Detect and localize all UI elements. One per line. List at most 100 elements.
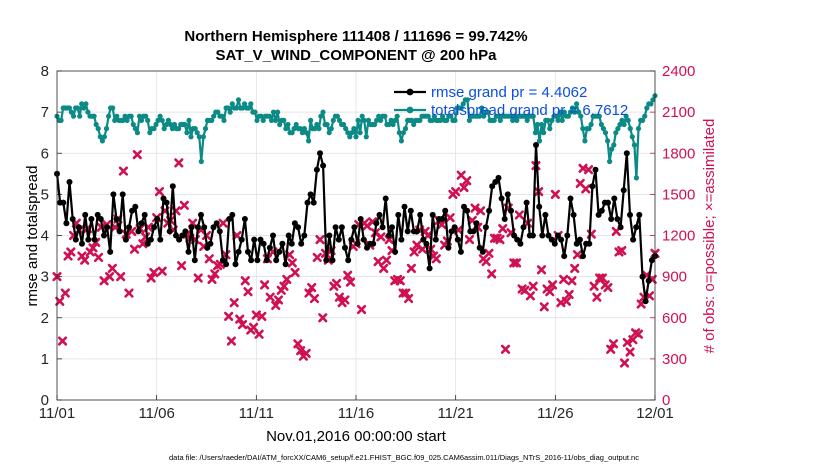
data-point xyxy=(355,117,361,123)
data-point xyxy=(75,224,82,231)
data-point xyxy=(360,236,367,243)
data-point xyxy=(596,113,602,119)
assimilated-marker xyxy=(423,230,433,241)
data-point xyxy=(176,236,183,243)
data-point xyxy=(524,117,530,123)
data-point xyxy=(376,113,382,119)
data-point xyxy=(614,216,621,222)
data-point xyxy=(186,117,192,123)
assimilated-marker xyxy=(243,287,253,297)
assimilated-marker xyxy=(146,273,156,283)
data-point xyxy=(423,240,430,247)
data-point xyxy=(306,138,312,144)
data-point xyxy=(282,261,289,268)
assimilated-marker xyxy=(265,292,275,302)
assimilated-marker xyxy=(511,258,522,268)
data-point xyxy=(323,257,330,264)
data-point xyxy=(145,117,151,123)
assimilated-marker xyxy=(218,218,228,228)
data-point xyxy=(258,113,264,119)
data-point xyxy=(138,117,145,123)
assimilated-marker xyxy=(340,295,350,305)
data-point xyxy=(605,138,611,144)
data-point xyxy=(476,244,483,251)
data-point xyxy=(281,117,287,123)
legend-totalspread-label: totalspread grand pr = 6.7612 xyxy=(431,102,628,119)
data-point xyxy=(635,126,642,132)
data-point xyxy=(561,109,567,115)
data-point xyxy=(569,105,576,111)
data-point xyxy=(442,207,449,214)
data-point xyxy=(420,236,427,243)
data-point xyxy=(417,117,423,123)
data-point xyxy=(245,248,251,255)
data-point xyxy=(58,117,64,123)
assimilated-marker xyxy=(88,243,98,253)
y-left-tick-label: 2 xyxy=(41,310,49,327)
assimilated-marker xyxy=(459,182,469,193)
data-point xyxy=(392,117,398,123)
data-point xyxy=(645,277,652,284)
data-point xyxy=(232,261,239,268)
data-point xyxy=(260,117,266,123)
assimilated-marker xyxy=(279,281,289,291)
data-point xyxy=(235,97,242,103)
assimilated-marker xyxy=(475,206,486,216)
assimilated-marker xyxy=(606,344,616,354)
data-point xyxy=(605,199,611,206)
assimilated-marker xyxy=(536,265,547,275)
data-point xyxy=(379,224,386,231)
y-right-tick-label: 900 xyxy=(662,269,687,286)
data-point xyxy=(113,216,120,222)
data-point xyxy=(91,113,97,119)
data-point xyxy=(345,257,352,264)
data-point xyxy=(135,228,142,235)
data-point xyxy=(297,126,303,132)
data-point xyxy=(176,126,182,132)
assimilated-marker xyxy=(240,276,250,286)
assimilated-marker xyxy=(179,200,189,210)
data-point xyxy=(617,121,623,128)
data-point xyxy=(266,244,273,251)
assimilated-marker xyxy=(107,263,117,273)
data-point xyxy=(101,232,107,239)
footnote-data-file: data file: /Users/raeder/DAI/ATM_forcXX/… xyxy=(169,453,639,462)
data-point xyxy=(392,248,399,255)
data-point xyxy=(417,211,424,218)
data-point xyxy=(277,121,283,128)
assimilated-marker xyxy=(406,263,416,273)
data-point xyxy=(97,216,104,222)
data-point xyxy=(445,244,452,251)
data-point xyxy=(72,236,79,243)
data-point xyxy=(394,113,400,119)
assimilated-marker xyxy=(93,252,104,263)
data-point xyxy=(275,109,281,115)
data-point xyxy=(266,113,272,119)
data-point xyxy=(317,150,323,157)
data-point xyxy=(167,121,173,128)
data-point xyxy=(219,113,225,119)
assimilated-marker xyxy=(271,300,281,311)
data-point xyxy=(270,232,276,239)
data-point xyxy=(188,134,194,140)
data-point xyxy=(194,224,201,231)
data-point xyxy=(335,236,342,243)
y-left-tick-label: 7 xyxy=(41,104,49,121)
data-point xyxy=(557,109,563,115)
x-tick-label: 11/21 xyxy=(437,405,473,422)
data-point xyxy=(619,117,625,123)
data-point xyxy=(83,101,89,107)
data-point xyxy=(639,273,646,280)
data-point xyxy=(633,224,640,231)
y-left-tick-label: 4 xyxy=(41,228,49,245)
data-point xyxy=(213,220,220,227)
data-point xyxy=(182,121,188,128)
data-point xyxy=(486,207,493,214)
data-point xyxy=(288,240,295,247)
data-point xyxy=(357,130,363,136)
data-point xyxy=(85,109,91,115)
data-point xyxy=(338,224,345,231)
y-right-tick-label: 300 xyxy=(662,351,687,368)
data-point xyxy=(545,232,552,239)
assimilated-marker xyxy=(583,165,594,175)
